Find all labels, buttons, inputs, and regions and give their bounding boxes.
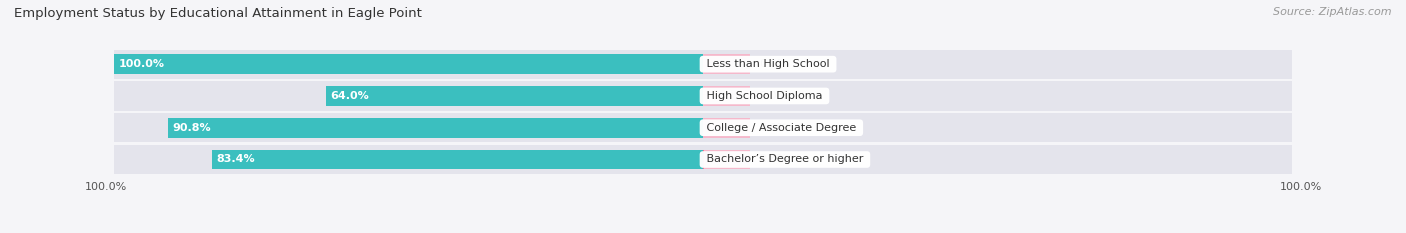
Text: 0.0%: 0.0% (759, 91, 787, 101)
Text: 0.0%: 0.0% (759, 59, 787, 69)
Bar (212, 150, 703, 169)
Text: 64.0%: 64.0% (330, 91, 370, 101)
Text: High School Diploma: High School Diploma (703, 91, 825, 101)
Bar (114, 54, 703, 74)
Bar (114, 50, 703, 79)
Bar (703, 50, 1292, 79)
Bar (703, 54, 751, 74)
Text: Less than High School: Less than High School (703, 59, 834, 69)
Bar (326, 86, 703, 106)
Bar (114, 113, 703, 142)
Bar (703, 145, 1292, 174)
Text: Source: ZipAtlas.com: Source: ZipAtlas.com (1274, 7, 1392, 17)
Text: College / Associate Degree: College / Associate Degree (703, 123, 859, 133)
Text: 100.0%: 100.0% (118, 59, 165, 69)
Text: 90.8%: 90.8% (173, 123, 211, 133)
Bar (114, 81, 703, 111)
Text: 2.6%: 2.6% (759, 154, 787, 164)
Text: 100.0%: 100.0% (84, 182, 127, 192)
Text: 83.4%: 83.4% (217, 154, 254, 164)
Bar (703, 150, 751, 169)
Bar (169, 118, 703, 137)
Bar (703, 81, 1292, 111)
Bar (703, 118, 751, 137)
Bar (703, 86, 751, 106)
Bar (703, 113, 1292, 142)
Text: Employment Status by Educational Attainment in Eagle Point: Employment Status by Educational Attainm… (14, 7, 422, 20)
Text: 100.0%: 100.0% (1279, 182, 1322, 192)
Text: 0.0%: 0.0% (759, 123, 787, 133)
Text: Bachelor’s Degree or higher: Bachelor’s Degree or higher (703, 154, 868, 164)
Bar (114, 145, 703, 174)
